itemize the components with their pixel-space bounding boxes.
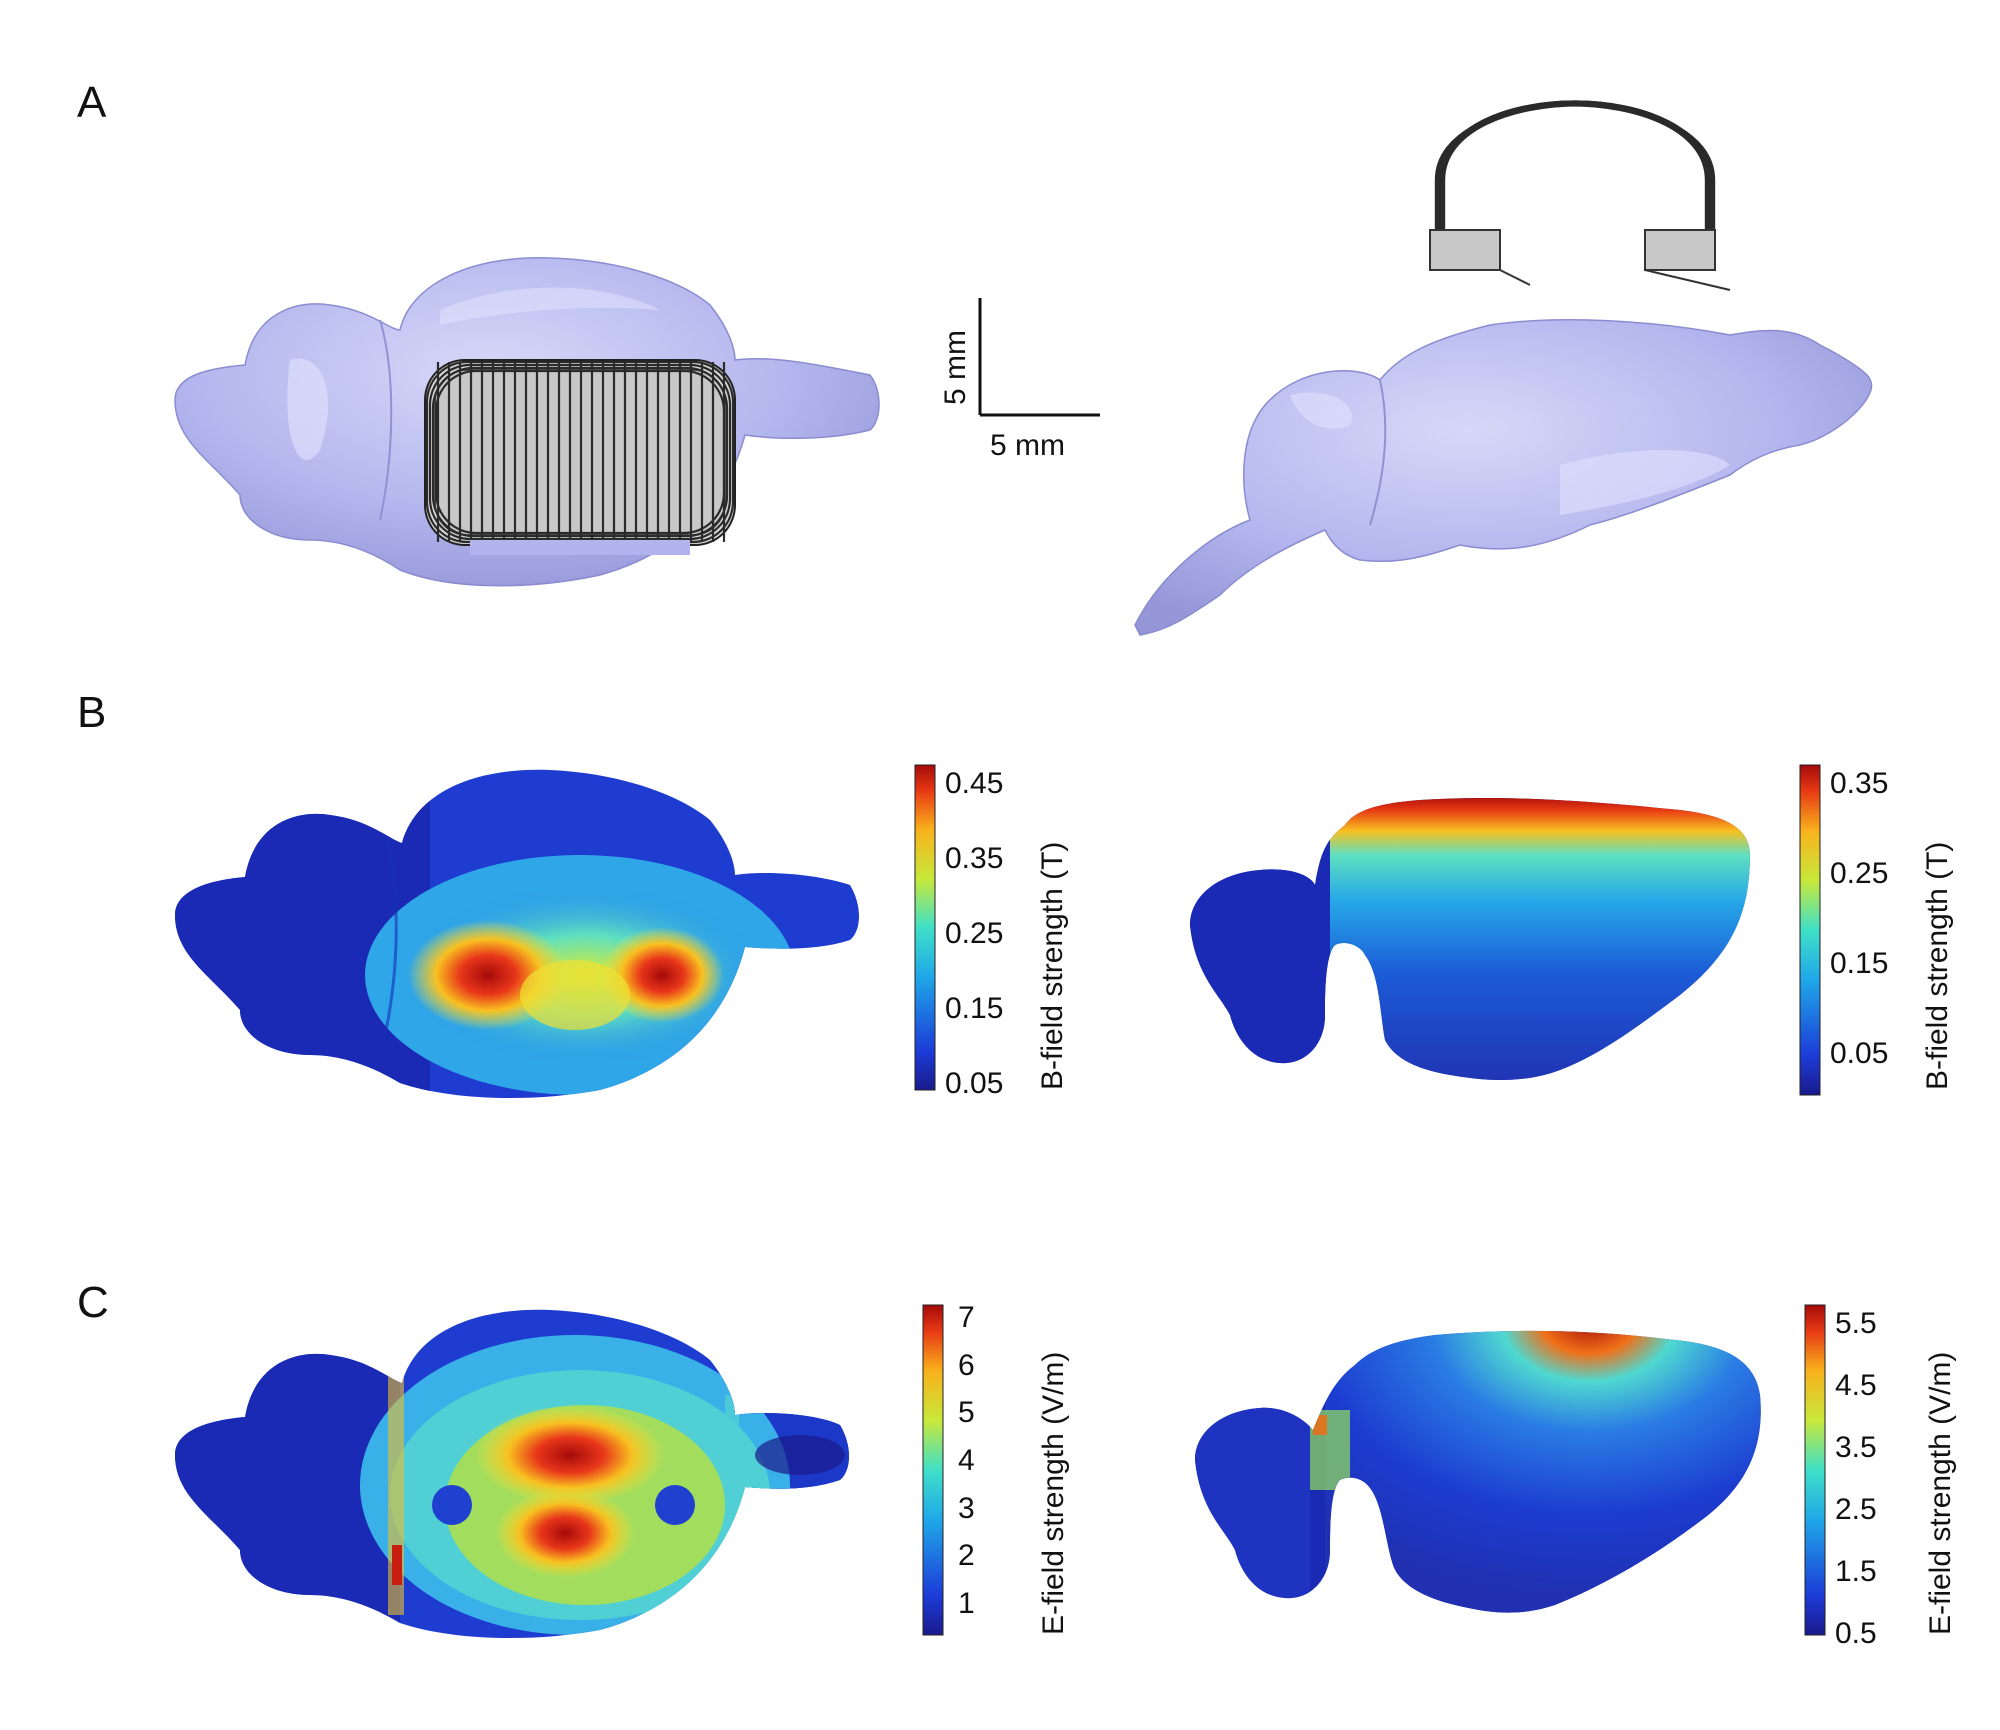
colorbar-tick: 1.5 bbox=[1835, 1555, 1877, 1588]
panel-b-left-colorbar: 0.45 0.35 0.25 0.15 0.05 B-field strengt… bbox=[914, 764, 1069, 1100]
colorbar-tick: 1 bbox=[958, 1587, 975, 1620]
colorbar-tick: 4.5 bbox=[1835, 1369, 1877, 1402]
panel-a-letter: A bbox=[77, 78, 107, 127]
colorbar-title: B-field strength (T) bbox=[1036, 842, 1069, 1090]
panel-b-letter: B bbox=[77, 688, 107, 737]
panel-c-top-view-heatmap bbox=[175, 1309, 849, 1639]
colorbar-gradient bbox=[1804, 1304, 1826, 1636]
brain-side-surface bbox=[1134, 319, 1873, 636]
brain-side-fold bbox=[1369, 379, 1387, 526]
colorbar-gradient bbox=[914, 764, 936, 1091]
brain-highlight-2 bbox=[440, 287, 660, 325]
colorbar-gradient bbox=[922, 1304, 944, 1636]
colorbar-title: B-field strength (T) bbox=[1921, 842, 1954, 1090]
panel-c-left-colorbar: 7 6 5 4 3 2 1 E-field strength (V/m) bbox=[922, 1301, 1070, 1636]
colorbar-gradient bbox=[1799, 764, 1821, 1096]
colorbar-tick: 6 bbox=[958, 1349, 975, 1382]
scale-bar-horizontal-label: 5 mm bbox=[990, 429, 1065, 462]
brain-highlight bbox=[287, 358, 329, 460]
colorbar-ticks: 7 6 5 4 3 2 1 bbox=[958, 1301, 975, 1620]
colorbar-tick: 2 bbox=[958, 1539, 975, 1572]
colorbar-tick: 3.5 bbox=[1835, 1431, 1877, 1464]
scale-bar-vertical-label: 5 mm bbox=[939, 330, 972, 405]
colorbar-ticks: 0.45 0.35 0.25 0.15 0.05 bbox=[945, 767, 1003, 1100]
colorbar-ticks: 0.35 0.25 0.15 0.05 bbox=[1830, 767, 1888, 1070]
panel-c-right-colorbar: 5.5 4.5 3.5 2.5 1.5 0.5 E-field strength… bbox=[1804, 1304, 1957, 1650]
colorbar-tick: 0.05 bbox=[1830, 1037, 1888, 1070]
colorbar-tick: 0.15 bbox=[1830, 947, 1888, 980]
colorbar-tick: 5.5 bbox=[1835, 1307, 1877, 1340]
colorbar-tick: 0.05 bbox=[945, 1067, 1003, 1100]
colorbar-title: E-field strength (V/m) bbox=[1924, 1352, 1957, 1635]
colorbar-tick: 0.25 bbox=[1830, 857, 1888, 890]
colorbar-tick: 2.5 bbox=[1835, 1493, 1877, 1526]
colorbar-tick: 5 bbox=[958, 1396, 975, 1429]
colorbar-title: E-field strength (V/m) bbox=[1037, 1352, 1070, 1635]
colorbar-tick: 0.35 bbox=[945, 842, 1003, 875]
panel-b-top-view-heatmap bbox=[175, 769, 859, 1099]
colorbar-tick: 0.15 bbox=[945, 992, 1003, 1025]
panel-a-brain-side-view bbox=[1134, 319, 1873, 636]
coil-wire-outline bbox=[428, 363, 732, 541]
panel-b-side-view-heatmap bbox=[1190, 798, 1750, 1080]
colorbar-tick: 3 bbox=[958, 1492, 975, 1525]
brain-side-highlight-2 bbox=[1290, 392, 1352, 429]
brain-midline-fissure bbox=[379, 319, 393, 521]
scale-bar: 5 mm 5 mm bbox=[939, 298, 1100, 462]
panel-b-right-colorbar: 0.35 0.25 0.15 0.05 B-field strength (T) bbox=[1799, 764, 1954, 1096]
colorbar-tick: 0.5 bbox=[1835, 1617, 1877, 1650]
colorbar-tick: 0.45 bbox=[945, 767, 1003, 800]
midline-shading bbox=[383, 834, 398, 1036]
coil-wire-outline bbox=[431, 366, 729, 538]
coil-wire-outline bbox=[434, 369, 726, 535]
colorbar-tick: 7 bbox=[958, 1301, 975, 1334]
colorbar-tick: 0.25 bbox=[945, 917, 1003, 950]
colorbar-tick: 4 bbox=[958, 1444, 975, 1477]
colorbar-ticks: 5.5 4.5 3.5 2.5 1.5 0.5 bbox=[1835, 1307, 1877, 1650]
coil-arc-wire bbox=[1443, 104, 1716, 265]
panel-a-brain-top-view bbox=[174, 257, 880, 587]
brain-side-highlight bbox=[1560, 450, 1730, 515]
coil-top-view bbox=[424, 359, 736, 555]
panel-c-letter: C bbox=[77, 1278, 109, 1327]
panel-a-coil-side-view bbox=[1429, 100, 1731, 291]
panel-c-side-view-heatmap bbox=[1195, 1330, 1761, 1613]
colorbar-tick: 0.35 bbox=[1830, 767, 1888, 800]
